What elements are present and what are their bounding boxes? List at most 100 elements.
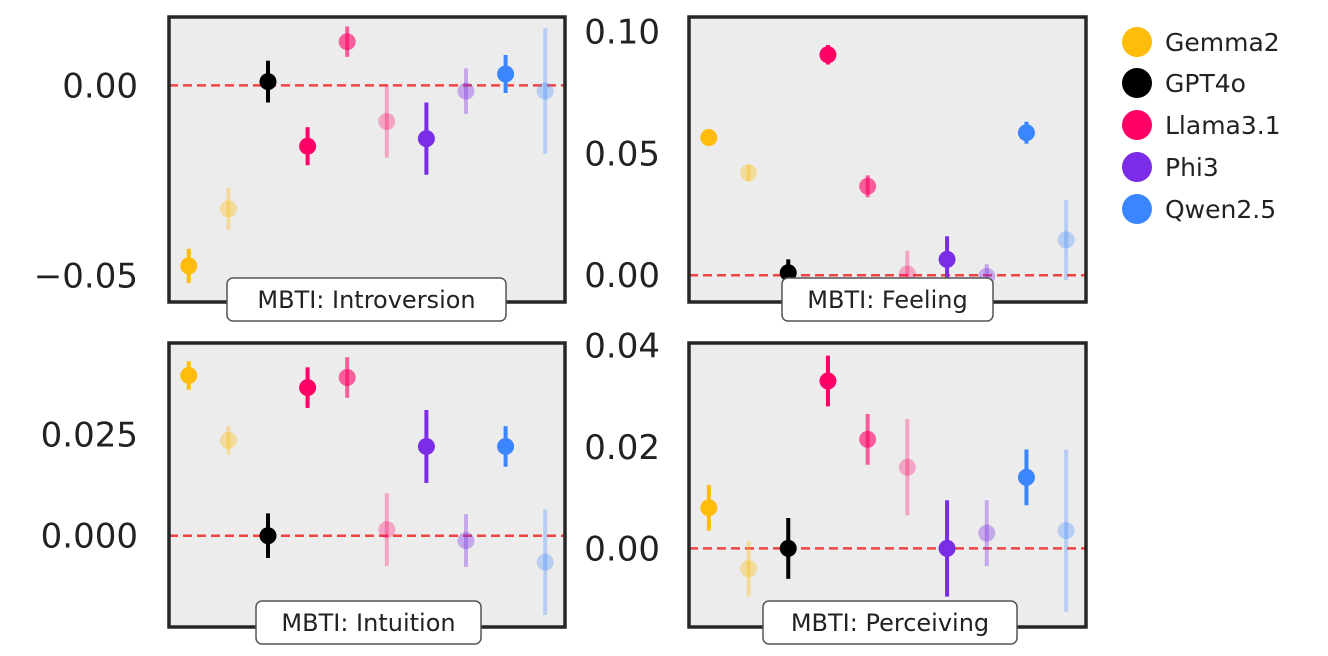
legend-label-qwen2-5: Qwen2.5 xyxy=(1165,195,1276,224)
legend-marker-gpt4o xyxy=(1122,68,1152,98)
point-marker xyxy=(978,524,996,542)
legend: Gemma2 GPT4o Llama3.1 Phi3 Qwen2.5 xyxy=(1122,27,1281,224)
data-point-perceiving-gpt4o xyxy=(779,517,797,579)
point-marker xyxy=(457,82,475,100)
panel-introversion: 0.00 −0.05 MBTI: Introversion xyxy=(34,15,567,322)
data-point-perceiving-qwen2-5 xyxy=(1017,449,1035,506)
y-tick-label-introversion: 0.00 xyxy=(62,66,138,106)
point-marker xyxy=(859,430,877,448)
plot-area-introversion xyxy=(169,17,565,302)
legend-item-qwen2-5: Qwen2.5 xyxy=(1122,194,1276,224)
data-point-intuition-gemma2 xyxy=(180,361,198,390)
data-point-intuition-qwen2-5 xyxy=(536,509,554,615)
data-point-perceiving-gemma2 xyxy=(700,485,718,531)
point-marker xyxy=(859,177,877,195)
data-point-perceiving-llama3-1 xyxy=(819,355,837,407)
data-point-perceiving-gemma2 xyxy=(740,540,758,597)
point-marker xyxy=(219,200,237,218)
legend-marker-qwen2-5 xyxy=(1122,194,1152,224)
point-marker xyxy=(219,431,237,449)
y-tick-label-perceiving: 0.02 xyxy=(584,428,660,468)
data-point-introversion-phi3 xyxy=(457,68,475,114)
data-point-feeling-llama3-1 xyxy=(819,45,837,65)
panel-feeling: 0.10 0.05 0.00 MBTI: Feeling xyxy=(584,13,1088,322)
y-tick-label-perceiving: 0.04 xyxy=(584,327,660,367)
point-marker xyxy=(779,539,797,557)
data-point-feeling-phi3 xyxy=(938,236,956,283)
legend-item-gemma2: Gemma2 xyxy=(1122,27,1280,57)
data-point-introversion-llama3-1 xyxy=(338,26,356,57)
data-point-intuition-llama3-1 xyxy=(378,493,396,567)
point-marker xyxy=(1017,124,1035,142)
panel-label-box-intuition: MBTI: Intuition xyxy=(255,600,482,645)
point-marker xyxy=(1057,522,1075,540)
point-marker xyxy=(779,264,797,282)
point-marker xyxy=(180,366,198,384)
y-ticks-intuition: 0.025 0.000 xyxy=(41,415,138,556)
data-point-intuition-gpt4o xyxy=(259,513,277,559)
point-marker xyxy=(1017,468,1035,486)
data-point-intuition-llama3-1 xyxy=(338,357,356,398)
legend-marker-phi3 xyxy=(1122,152,1152,182)
data-point-intuition-phi3 xyxy=(417,409,435,483)
data-point-intuition-llama3-1 xyxy=(299,367,317,408)
panel-label-introversion: MBTI: Introversion xyxy=(257,286,475,314)
data-point-introversion-llama3-1 xyxy=(378,85,396,158)
legend-item-llama3-1: Llama3.1 xyxy=(1122,110,1281,140)
marks-intuition xyxy=(169,357,565,615)
point-marker xyxy=(536,82,554,100)
data-point-intuition-gemma2 xyxy=(219,426,237,455)
data-point-introversion-gemma2 xyxy=(219,188,237,230)
legend-marker-gemma2 xyxy=(1122,27,1152,57)
y-tick-label-perceiving: 0.00 xyxy=(584,529,660,569)
point-marker xyxy=(819,372,837,390)
data-point-introversion-gpt4o xyxy=(259,60,277,103)
panel-perceiving: 0.04 0.02 0.00 MBTI: Perceiving xyxy=(584,327,1088,645)
point-marker xyxy=(700,129,718,147)
point-marker xyxy=(378,113,396,130)
point-marker xyxy=(700,499,718,517)
point-marker xyxy=(898,458,916,476)
point-marker xyxy=(740,560,758,578)
legend-label-llama3-1: Llama3.1 xyxy=(1165,111,1281,140)
point-marker xyxy=(938,539,956,557)
panel-label-perceiving: MBTI: Perceiving xyxy=(791,609,989,637)
point-marker xyxy=(259,527,277,545)
data-point-feeling-qwen2-5 xyxy=(1057,199,1075,281)
y-ticks-feeling: 0.10 0.05 0.00 xyxy=(584,13,660,297)
panel-label-intuition: MBTI: Intuition xyxy=(281,609,455,637)
point-marker xyxy=(299,379,317,397)
y-ticks-introversion: 0.00 −0.05 xyxy=(34,66,138,296)
data-point-intuition-phi3 xyxy=(457,514,475,567)
panel-label-box-perceiving: MBTI: Perceiving xyxy=(762,600,1018,645)
marks-introversion xyxy=(169,26,565,283)
legend-item-phi3: Phi3 xyxy=(1122,152,1219,182)
plot-area-feeling xyxy=(689,17,1086,302)
data-point-introversion-gemma2 xyxy=(180,248,198,283)
data-point-perceiving-llama3-1 xyxy=(898,419,916,516)
point-marker xyxy=(417,130,435,148)
point-marker xyxy=(338,368,356,386)
point-marker xyxy=(259,73,277,91)
legend-label-phi3: Phi3 xyxy=(1165,153,1219,182)
data-point-feeling-llama3-1 xyxy=(859,175,877,198)
data-point-perceiving-phi3 xyxy=(978,500,996,567)
point-marker xyxy=(819,46,837,64)
data-point-introversion-qwen2-5 xyxy=(536,28,554,154)
legend-label-gpt4o: GPT4o xyxy=(1165,69,1246,98)
plot-area-intuition xyxy=(169,343,565,627)
panel-intuition: 0.025 0.000 MBTI: Intuition xyxy=(41,341,567,645)
data-point-feeling-gemma2 xyxy=(740,164,758,182)
data-point-intuition-qwen2-5 xyxy=(497,426,515,467)
data-point-perceiving-llama3-1 xyxy=(859,414,877,465)
point-marker xyxy=(536,553,554,571)
data-point-feeling-gemma2 xyxy=(700,129,718,147)
data-point-introversion-phi3 xyxy=(417,102,435,175)
marks-perceiving xyxy=(689,355,1086,612)
legend-marker-llama3-1 xyxy=(1122,110,1152,140)
panel-label-box-feeling: MBTI: Feeling xyxy=(781,277,994,322)
point-marker xyxy=(497,65,515,83)
y-tick-label-intuition: 0.025 xyxy=(41,415,138,455)
y-tick-label-feeling: 0.05 xyxy=(584,134,660,174)
